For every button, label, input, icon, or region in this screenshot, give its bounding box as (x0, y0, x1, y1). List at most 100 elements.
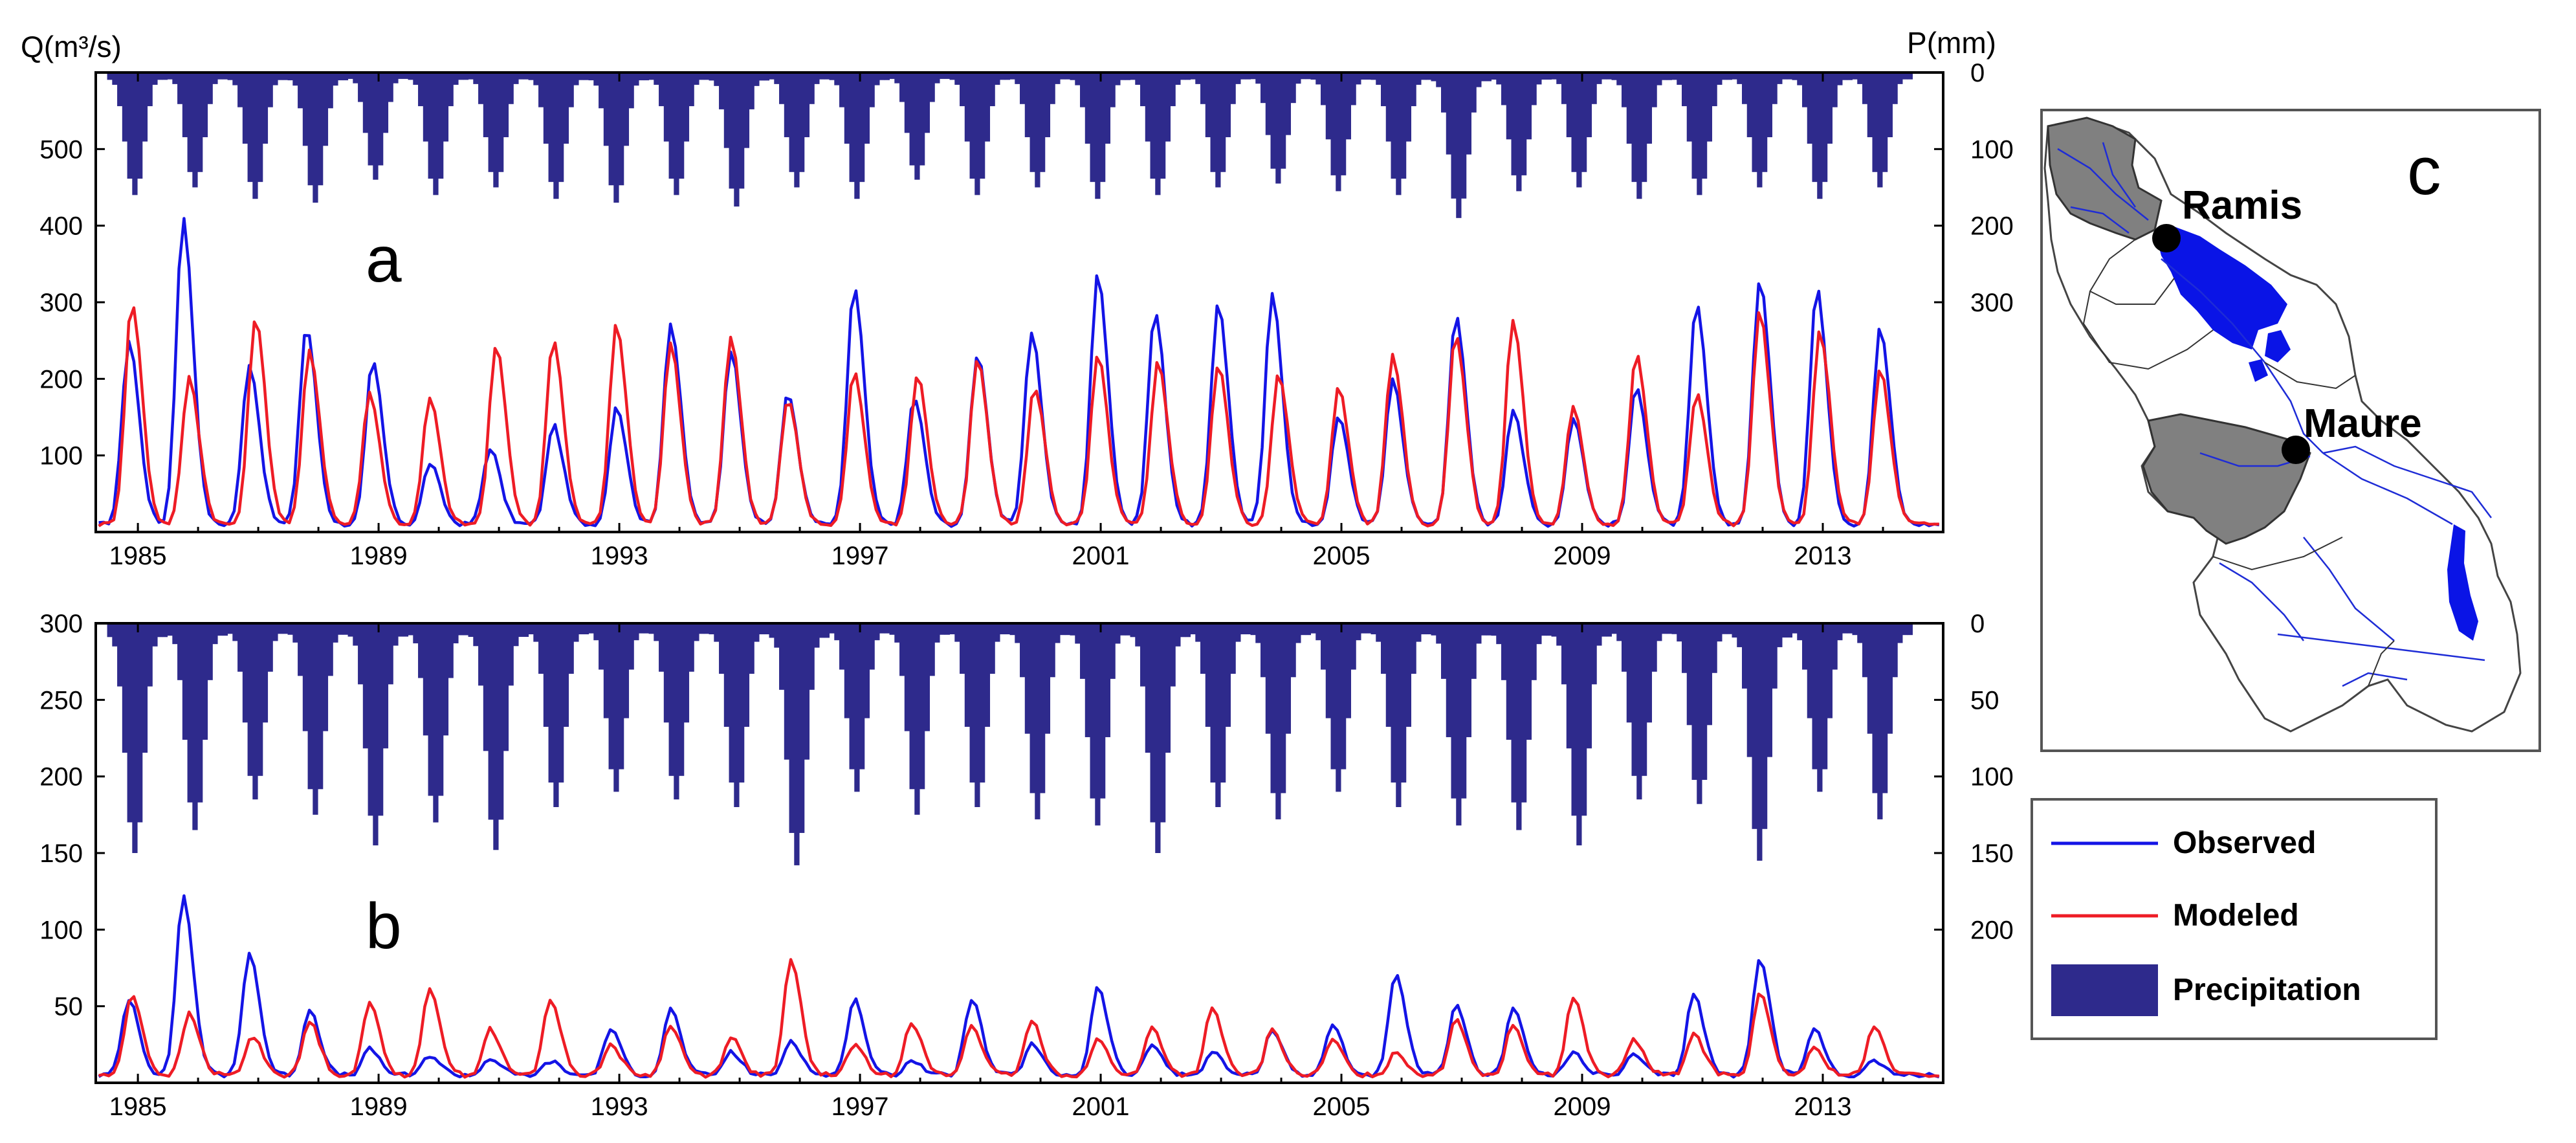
precipitation-bar (227, 623, 233, 634)
precipitation-bar (709, 623, 714, 635)
precipitation-bar (964, 72, 971, 142)
precipitation-bar (548, 72, 554, 183)
precipitation-bar (1160, 623, 1166, 823)
precipitation-bar (784, 623, 790, 760)
precipitation-bar (1084, 72, 1091, 144)
precipitation-bar (1541, 623, 1547, 636)
precipitation-bar (628, 623, 634, 670)
precipitation-bar (1391, 623, 1396, 783)
precipitation-bar (1666, 72, 1672, 80)
precipitation-bar (498, 72, 504, 172)
precipitation-bar (1466, 72, 1472, 155)
precipitation-bar (874, 72, 880, 85)
precipitation-bar (388, 623, 393, 685)
precipitation-bar (528, 623, 534, 635)
precipitation-bar (784, 72, 790, 137)
precipitation-bar (568, 623, 574, 674)
precipitation-bar (192, 623, 198, 830)
precipitation-bar (688, 623, 694, 672)
precipitation-bar (1436, 623, 1442, 644)
precipitation-bar (1305, 72, 1312, 80)
precipitation-bar (1586, 72, 1592, 137)
precipitation-bar (1907, 623, 1913, 636)
precipitation-bar (573, 72, 579, 85)
precipitation-bar (197, 72, 203, 172)
precipitation-bar (282, 623, 289, 634)
precipitation-bar (1862, 623, 1868, 678)
precipitation-bar (1105, 72, 1111, 144)
precipitation-bar (1761, 72, 1768, 172)
precipitation-bar (1596, 72, 1602, 84)
precipitation-bar (177, 623, 183, 680)
precipitation-bar (1044, 623, 1051, 734)
precipitation-bar (734, 623, 740, 807)
precipitation-bar (327, 72, 333, 109)
precipitation-bar (864, 623, 870, 718)
precipitation-bar (1330, 623, 1336, 770)
precipitation-bar (1255, 623, 1261, 643)
precipitation-bar (398, 623, 404, 637)
y-left-tick-label: 50 (54, 993, 83, 1021)
precipitation-bar (1556, 623, 1562, 646)
x-tick-label: 1993 (591, 1093, 648, 1121)
precipitation-bar (1491, 623, 1497, 636)
precipitation-bar (513, 623, 519, 647)
precipitation-bar (1245, 623, 1251, 635)
precipitation-bar (1657, 623, 1662, 641)
precipitation-bar (112, 623, 118, 647)
precipitation-bar (1281, 72, 1286, 169)
precipitation-bar (1245, 72, 1251, 80)
precipitation-bar (1290, 623, 1296, 678)
precipitation-bar (242, 72, 248, 144)
precipitation-bar (1767, 72, 1772, 137)
precipitation-bar (1020, 72, 1026, 104)
precipitation-bar (1546, 72, 1552, 80)
precipitation-bar (262, 623, 269, 723)
precipitation-bar (1691, 72, 1697, 179)
precipitation-bar (278, 72, 283, 80)
precipitation-bar (1566, 72, 1572, 137)
precipitation-bar (934, 623, 940, 643)
precipitation-bar (974, 623, 980, 807)
precipitation-bar (829, 72, 835, 80)
precipitation-bar (1827, 623, 1833, 718)
precipitation-bar (433, 623, 439, 823)
precipitation-bar (944, 72, 951, 79)
precipitation-bar (1275, 72, 1281, 184)
precipitation-bar (1195, 623, 1201, 642)
precipitation-bar (1867, 72, 1873, 137)
precipitation-bar (1757, 623, 1763, 861)
precipitation-bar (899, 72, 905, 102)
precipitation-bar (1511, 72, 1517, 175)
precipitation-bar (1396, 623, 1402, 807)
precipitation-bar (1155, 623, 1161, 853)
precipitation-bar (714, 623, 720, 642)
precipitation-bar (734, 72, 740, 207)
precipitation-bar (272, 623, 278, 641)
precipitation-bar (884, 72, 890, 80)
precipitation-bar (1260, 72, 1266, 104)
left-axis-label: Q(m³/s) (21, 30, 122, 63)
precipitation-bar (583, 72, 589, 80)
precipitation-bar (683, 623, 690, 723)
precipitation-bar (1887, 72, 1893, 137)
precipitation-bar (674, 72, 679, 195)
precipitation-bar (1240, 72, 1246, 80)
precipitation-bar (318, 623, 324, 790)
precipitation-bar (1436, 72, 1442, 87)
precipitation-bar (1385, 72, 1392, 142)
precipitation-bar (1004, 623, 1011, 635)
precipitation-bar (1817, 72, 1823, 199)
precipitation-bar (418, 623, 424, 678)
precipitation-bar (1064, 623, 1071, 636)
x-tick-label: 2009 (1554, 542, 1611, 570)
precipitation-bar (929, 623, 935, 676)
precipitation-bar (478, 72, 484, 104)
precipitation-bar (1050, 72, 1055, 104)
precipitation-bar (759, 623, 765, 635)
precipitation-bar (298, 72, 303, 109)
precipitation-bar (1741, 623, 1748, 689)
precipitation-bar (859, 623, 865, 770)
precipitation-bar (1606, 72, 1612, 80)
precipitation-bar (1090, 72, 1095, 183)
